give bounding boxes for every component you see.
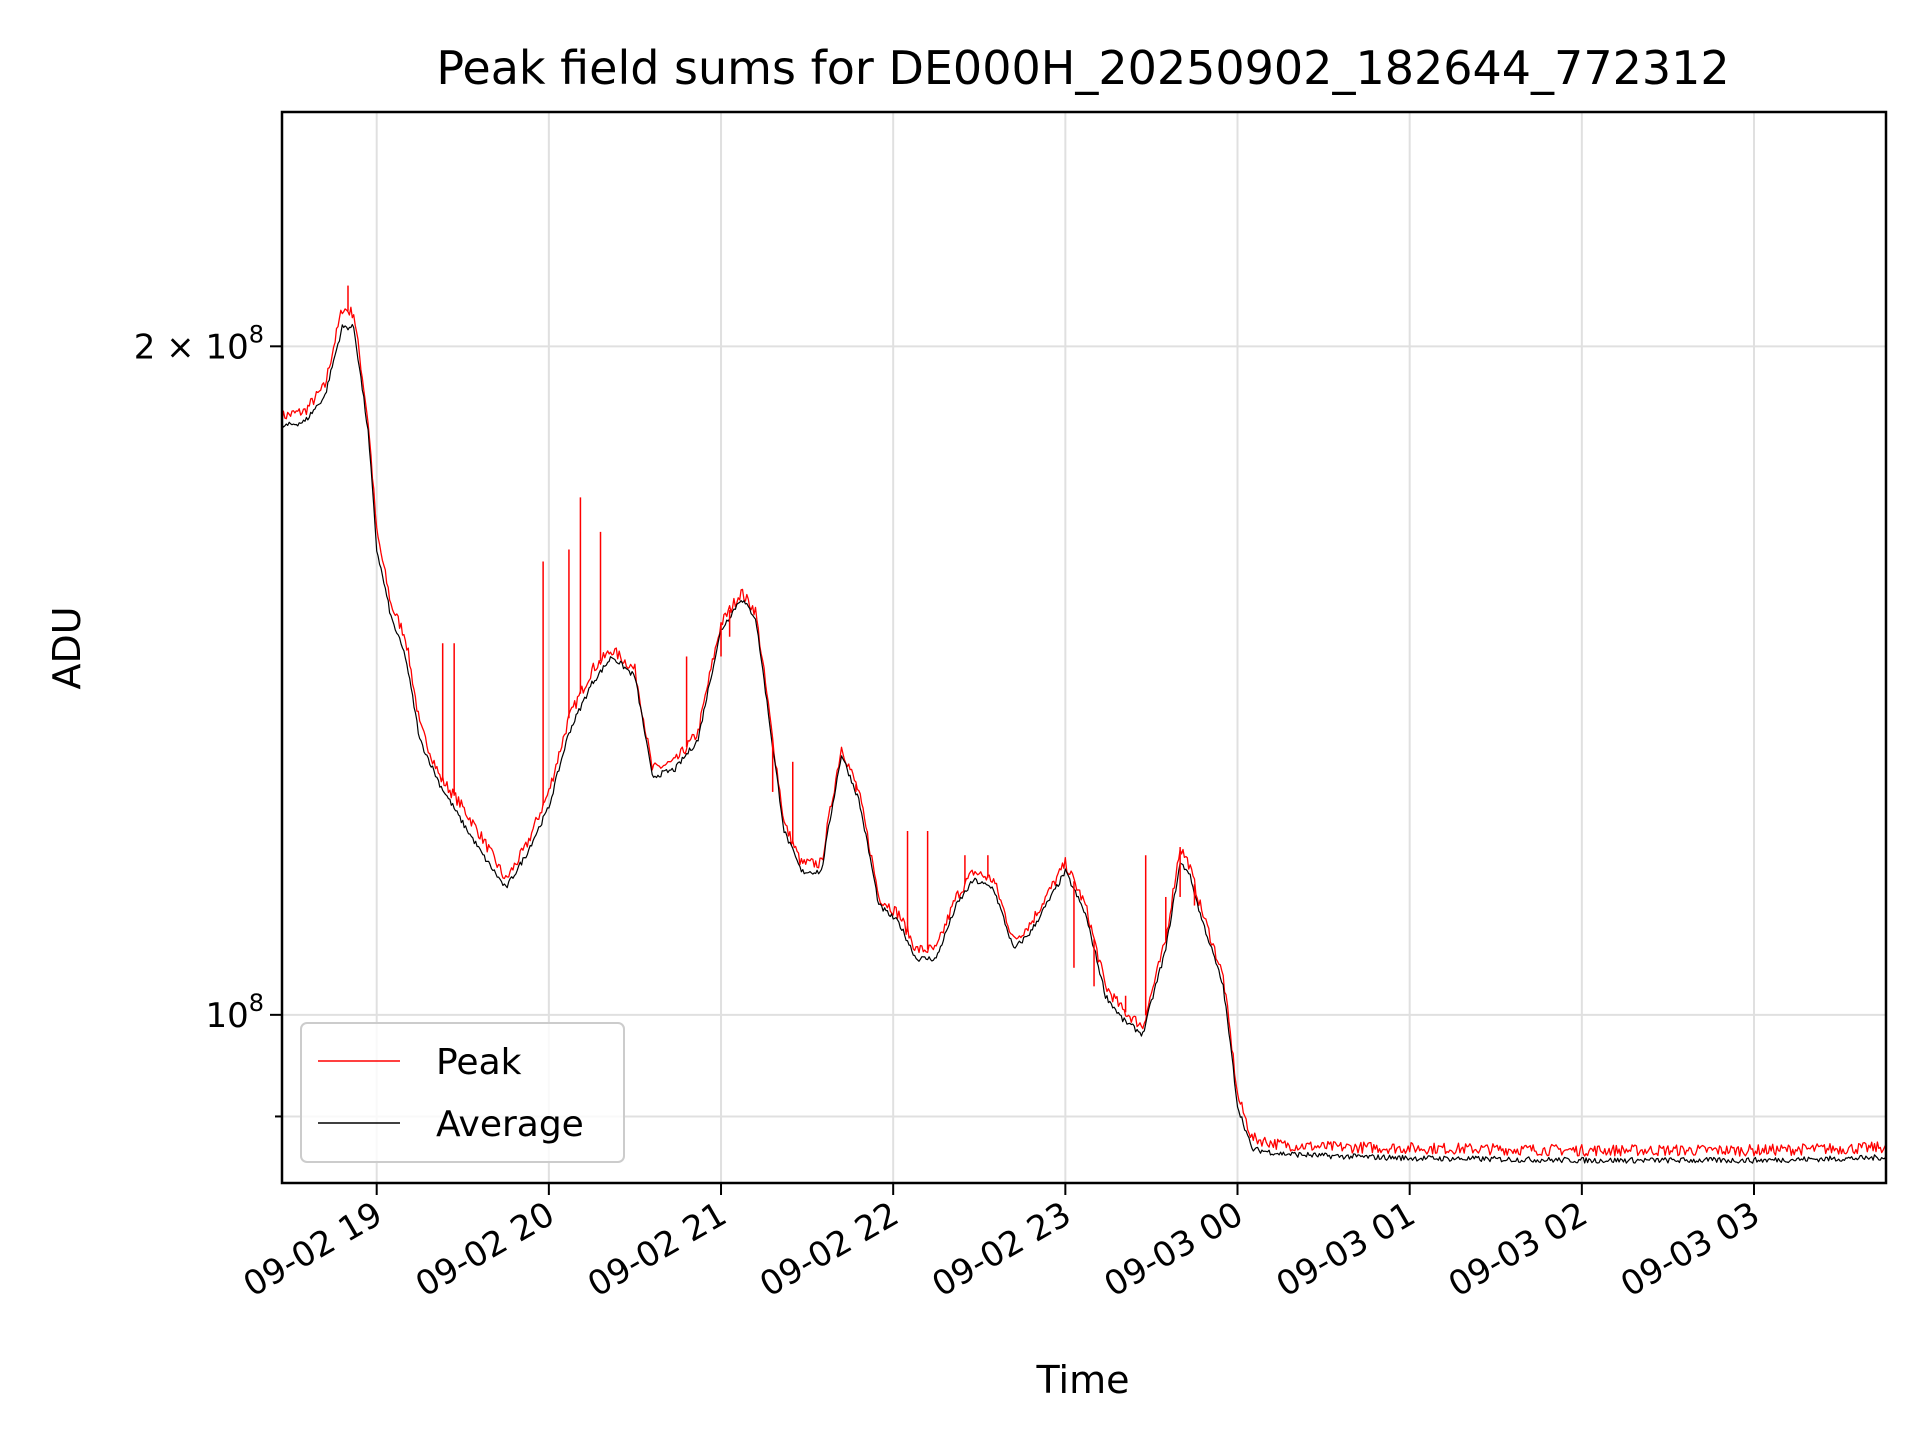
series-group [282, 285, 1886, 1164]
y-tick-label: 108 [205, 989, 264, 1036]
legend-box [300, 1022, 625, 1163]
average-series-line [282, 323, 1886, 1164]
y-axis-label: ADU [45, 606, 89, 689]
legend-peak-label: Peak [436, 1042, 522, 1083]
legend: Peak Average [300, 1022, 625, 1163]
chart-title: Peak field sums for DE000H_20250902_1826… [436, 41, 1729, 95]
peak-series-line [282, 306, 1886, 1157]
legend-average-label: Average [436, 1104, 584, 1145]
plot-frame [280, 110, 1888, 1185]
y-tick-label: 2 × 108 [134, 320, 264, 367]
y-axis: 2 × 108 108 [134, 320, 282, 1118]
x-axis-label: Time [1036, 1358, 1130, 1402]
